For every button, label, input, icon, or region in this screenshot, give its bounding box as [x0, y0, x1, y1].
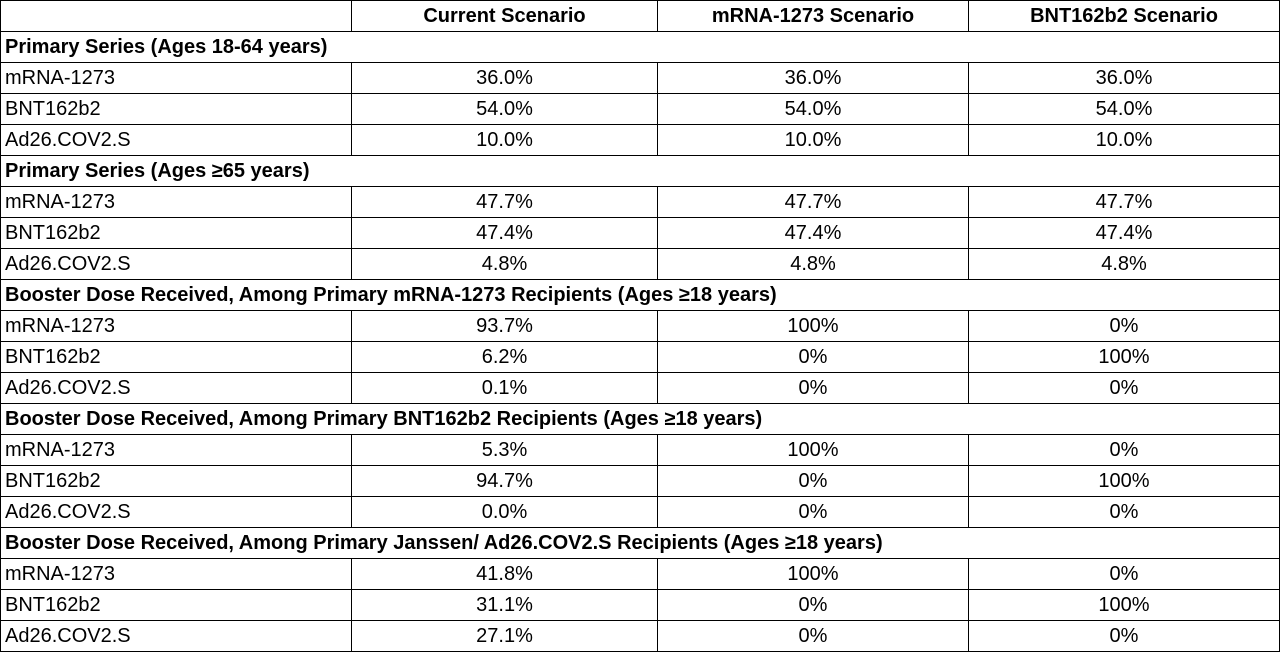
data-row: mRNA-1273 93.7% 100% 0%	[0, 310, 1280, 342]
section-row: Primary Series (Ages ≥65 years)	[0, 155, 1280, 187]
value-cell: 36.0%	[657, 62, 969, 94]
data-row: BNT162b2 47.4% 47.4% 47.4%	[0, 217, 1280, 249]
data-row: mRNA-1273 47.7% 47.7% 47.7%	[0, 186, 1280, 218]
data-row: BNT162b2 54.0% 54.0% 54.0%	[0, 93, 1280, 125]
value-cell: 100%	[968, 589, 1280, 621]
value-cell: 100%	[968, 341, 1280, 373]
value-cell: 0%	[657, 620, 969, 652]
value-cell: 10.0%	[657, 124, 969, 156]
row-label: Ad26.COV2.S	[0, 496, 352, 528]
row-label: Ad26.COV2.S	[0, 620, 352, 652]
value-cell: 0%	[968, 620, 1280, 652]
value-cell: 27.1%	[351, 620, 658, 652]
value-cell: 6.2%	[351, 341, 658, 373]
row-label: BNT162b2	[0, 589, 352, 621]
section-row: Booster Dose Received, Among Primary BNT…	[0, 403, 1280, 435]
value-cell: 0%	[657, 465, 969, 497]
value-cell: 0.1%	[351, 372, 658, 404]
section-title: Primary Series (Ages ≥65 years)	[0, 155, 1280, 187]
value-cell: 41.8%	[351, 558, 658, 590]
section-title: Primary Series (Ages 18-64 years)	[0, 31, 1280, 63]
section-title: Booster Dose Received, Among Primary BNT…	[0, 403, 1280, 435]
row-label: mRNA-1273	[0, 558, 352, 590]
column-header: BNT162b2 Scenario	[968, 0, 1280, 32]
data-row: Ad26.COV2.S 4.8% 4.8% 4.8%	[0, 248, 1280, 280]
section-title: Booster Dose Received, Among Primary mRN…	[0, 279, 1280, 311]
value-cell: 4.8%	[968, 248, 1280, 280]
row-label: mRNA-1273	[0, 310, 352, 342]
corner-cell	[0, 0, 352, 32]
value-cell: 54.0%	[968, 93, 1280, 125]
value-cell: 4.8%	[351, 248, 658, 280]
value-cell: 0%	[657, 496, 969, 528]
value-cell: 47.4%	[351, 217, 658, 249]
value-cell: 0%	[657, 341, 969, 373]
section-row: Primary Series (Ages 18-64 years)	[0, 31, 1280, 63]
row-label: Ad26.COV2.S	[0, 372, 352, 404]
row-label: mRNA-1273	[0, 434, 352, 466]
value-cell: 0%	[657, 372, 969, 404]
value-cell: 54.0%	[657, 93, 969, 125]
value-cell: 100%	[657, 558, 969, 590]
value-cell: 47.4%	[657, 217, 969, 249]
section-row: Booster Dose Received, Among Primary Jan…	[0, 527, 1280, 559]
row-label: BNT162b2	[0, 93, 352, 125]
data-row: mRNA-1273 5.3% 100% 0%	[0, 434, 1280, 466]
data-row: Ad26.COV2.S 0.0% 0% 0%	[0, 496, 1280, 528]
data-row: mRNA-1273 41.8% 100% 0%	[0, 558, 1280, 590]
data-row: Ad26.COV2.S 0.1% 0% 0%	[0, 372, 1280, 404]
data-row: Ad26.COV2.S 27.1% 0% 0%	[0, 620, 1280, 652]
value-cell: 10.0%	[968, 124, 1280, 156]
value-cell: 10.0%	[351, 124, 658, 156]
column-header: mRNA-1273 Scenario	[657, 0, 969, 32]
row-label: mRNA-1273	[0, 62, 352, 94]
data-row: BNT162b2 94.7% 0% 100%	[0, 465, 1280, 497]
value-cell: 93.7%	[351, 310, 658, 342]
value-cell: 47.7%	[968, 186, 1280, 218]
value-cell: 94.7%	[351, 465, 658, 497]
value-cell: 0%	[968, 496, 1280, 528]
value-cell: 47.4%	[968, 217, 1280, 249]
value-cell: 5.3%	[351, 434, 658, 466]
value-cell: 47.7%	[351, 186, 658, 218]
value-cell: 4.8%	[657, 248, 969, 280]
value-cell: 47.7%	[657, 186, 969, 218]
section-title: Booster Dose Received, Among Primary Jan…	[0, 527, 1280, 559]
value-cell: 0.0%	[351, 496, 658, 528]
value-cell: 0%	[968, 434, 1280, 466]
value-cell: 31.1%	[351, 589, 658, 621]
row-label: mRNA-1273	[0, 186, 352, 218]
row-label: BNT162b2	[0, 217, 352, 249]
data-row: Ad26.COV2.S 10.0% 10.0% 10.0%	[0, 124, 1280, 156]
data-row: BNT162b2 6.2% 0% 100%	[0, 341, 1280, 373]
value-cell: 36.0%	[351, 62, 658, 94]
data-row: mRNA-1273 36.0% 36.0% 36.0%	[0, 62, 1280, 94]
row-label: Ad26.COV2.S	[0, 248, 352, 280]
section-row: Booster Dose Received, Among Primary mRN…	[0, 279, 1280, 311]
value-cell: 100%	[657, 310, 969, 342]
value-cell: 54.0%	[351, 93, 658, 125]
value-cell: 100%	[657, 434, 969, 466]
column-header: Current Scenario	[351, 0, 658, 32]
value-cell: 0%	[968, 310, 1280, 342]
data-row: BNT162b2 31.1% 0% 100%	[0, 589, 1280, 621]
row-label: BNT162b2	[0, 341, 352, 373]
value-cell: 100%	[968, 465, 1280, 497]
value-cell: 36.0%	[968, 62, 1280, 94]
value-cell: 0%	[968, 372, 1280, 404]
header-row: Current Scenario mRNA-1273 Scenario BNT162…	[0, 0, 1280, 32]
row-label: BNT162b2	[0, 465, 352, 497]
value-cell: 0%	[657, 589, 969, 621]
row-label: Ad26.COV2.S	[0, 124, 352, 156]
value-cell: 0%	[968, 558, 1280, 590]
